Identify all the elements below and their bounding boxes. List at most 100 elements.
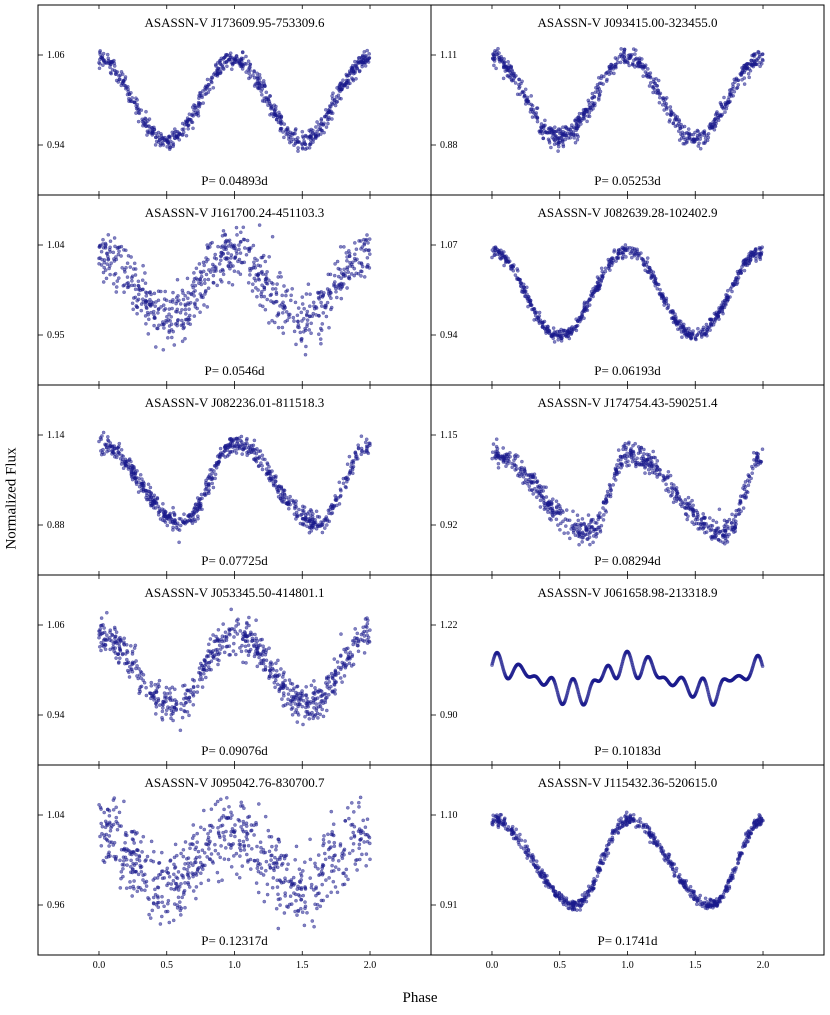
data-point: [193, 288, 197, 293]
data-point: [270, 234, 275, 239]
data-point: [144, 109, 148, 114]
data-point: [367, 640, 372, 644]
data-point: [538, 498, 543, 503]
data-point: [122, 248, 126, 252]
data-point: [227, 280, 231, 285]
data-point: [521, 474, 526, 479]
data-point: [658, 95, 662, 100]
data-point: [690, 506, 695, 511]
data-point: [213, 252, 217, 257]
data-point: [128, 644, 133, 648]
data-point: [359, 261, 364, 265]
data-point: [329, 307, 333, 312]
data-point: [567, 336, 572, 341]
data-point: [239, 260, 244, 265]
data-point: [573, 325, 577, 329]
data-point: [181, 291, 185, 295]
data-point: [645, 256, 650, 260]
data-point: [187, 313, 192, 318]
data-point: [682, 328, 686, 333]
data-point: [186, 127, 190, 131]
data-point: [570, 123, 574, 127]
y-tick-label: 1.07: [440, 240, 458, 251]
data-point: [336, 671, 341, 676]
data-point: [195, 514, 200, 519]
data-point: [351, 71, 356, 76]
data-point: [201, 671, 206, 676]
data-point: [554, 509, 559, 514]
data-point: [307, 518, 312, 523]
data-point: [137, 667, 141, 671]
data-point: [157, 678, 162, 683]
data-point: [680, 335, 684, 340]
data-point: [97, 66, 102, 71]
data-point: [179, 318, 184, 323]
data-point: [704, 322, 709, 327]
data-point: [623, 59, 627, 63]
data-point: [106, 438, 110, 442]
data-point: [633, 52, 637, 56]
data-point: [574, 128, 578, 133]
data-point: [263, 668, 268, 672]
data-point: [496, 465, 501, 470]
data-point: [562, 531, 567, 536]
data-point: [108, 628, 113, 633]
data-point: [178, 310, 183, 315]
data-point: [504, 68, 509, 72]
data-point: [105, 52, 110, 57]
data-point: [520, 459, 524, 464]
data-point: [144, 685, 148, 690]
data-point: [709, 523, 713, 528]
data-point: [347, 661, 352, 666]
data-point: [270, 287, 275, 291]
data-point: [305, 312, 309, 317]
data-point: [300, 134, 305, 139]
data-point: [172, 127, 177, 131]
data-point: [750, 471, 755, 476]
data-point: [250, 632, 254, 637]
data-point: [267, 99, 272, 104]
data-point: [571, 509, 575, 514]
data-point: [586, 114, 590, 118]
data-point: [113, 452, 117, 457]
data-point: [107, 247, 112, 252]
data-point: [279, 121, 283, 126]
data-point: [516, 268, 520, 273]
data-point: [291, 137, 296, 142]
data-point: [313, 688, 318, 693]
data-point: [294, 342, 298, 347]
data-point: [691, 329, 695, 333]
data-point: [318, 712, 323, 717]
data-point: [245, 622, 249, 626]
data-point: [325, 300, 330, 305]
data-point: [666, 475, 671, 480]
data-point: [316, 716, 320, 720]
data-point: [129, 91, 133, 95]
data-point: [180, 339, 185, 344]
data-point: [250, 282, 255, 287]
data-point: [338, 87, 343, 92]
data-point: [229, 607, 233, 612]
data-point: [285, 500, 290, 505]
data-point: [149, 499, 153, 504]
data-point: [247, 444, 252, 448]
data-point: [730, 289, 734, 294]
data-point: [354, 77, 358, 81]
data-point: [170, 300, 175, 304]
data-point: [284, 289, 288, 294]
data-point: [204, 259, 208, 264]
data-point: [359, 452, 364, 457]
data-point: [718, 114, 723, 118]
data-point: [191, 703, 196, 707]
data-point: [545, 507, 550, 512]
data-point: [708, 126, 712, 131]
data-point: [312, 706, 316, 710]
data-point: [535, 480, 539, 485]
data-point: [604, 500, 609, 504]
data-point: [259, 93, 264, 97]
data-point: [601, 506, 605, 510]
data-point: [255, 71, 259, 76]
data-point: [323, 108, 328, 112]
data-point: [204, 256, 208, 260]
data-point: [206, 489, 211, 494]
